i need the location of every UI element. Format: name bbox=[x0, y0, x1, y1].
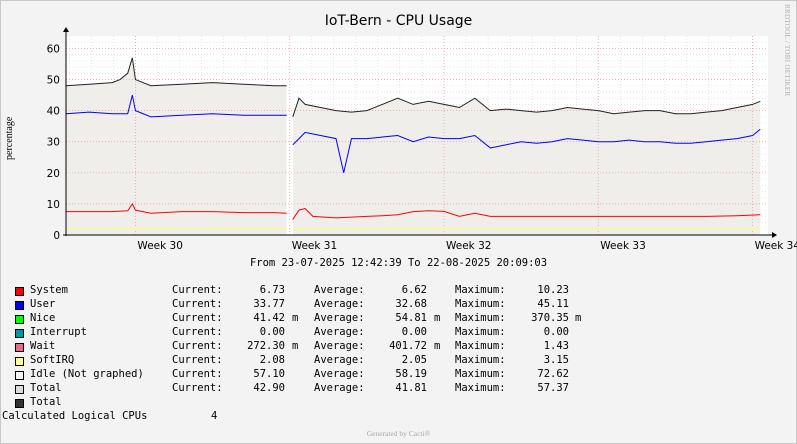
legend-average-label: Average: bbox=[314, 326, 365, 338]
y-tick-label: 0 bbox=[53, 230, 60, 242]
legend-series-name: User bbox=[30, 298, 56, 310]
legend-average-label: Average: bbox=[314, 354, 365, 366]
legend-maximum-label: Maximum: bbox=[455, 284, 506, 296]
x-tick-label: Week 30 bbox=[137, 240, 182, 252]
legend-current-label: Current: bbox=[172, 312, 223, 324]
legend-current-value: 57.10 bbox=[253, 368, 285, 380]
series-line-system bbox=[66, 202, 761, 220]
legend-current-value: 2.08 bbox=[259, 354, 285, 366]
legend-swatch bbox=[15, 287, 24, 296]
legend-maximum-value: 45.11 bbox=[537, 298, 569, 310]
legend-current-label: Current: bbox=[172, 284, 223, 296]
legend-series-name: System bbox=[30, 284, 68, 296]
legend-maximum-unit: m bbox=[575, 312, 582, 324]
legend-maximum-value: 370.35 bbox=[531, 312, 569, 324]
legend-average-value: 2.05 bbox=[401, 354, 427, 366]
legend-swatch bbox=[15, 343, 24, 352]
legend-average-label: Average: bbox=[314, 340, 365, 352]
legend-current-label: Current: bbox=[172, 298, 223, 310]
legend-average-value: 41.81 bbox=[395, 382, 427, 394]
x-tick-label: Week 33 bbox=[600, 240, 645, 252]
legend-maximum-value: 10.23 bbox=[537, 284, 569, 296]
legend-average-value: 58.19 bbox=[395, 368, 427, 380]
chart-title: IoT-Bern - CPU Usage bbox=[324, 13, 473, 29]
legend-average-label: Average: bbox=[314, 298, 365, 310]
y-tick-label: 40 bbox=[47, 106, 60, 118]
series-line-total bbox=[65, 57, 761, 118]
legend-series-name: Idle (Not graphed) bbox=[30, 368, 144, 380]
legend-series-name: Nice bbox=[30, 312, 56, 324]
legend-maximum-label: Maximum: bbox=[455, 340, 506, 352]
y-tick-label: 60 bbox=[47, 43, 60, 55]
legend-average-value: 401.72 bbox=[389, 340, 427, 352]
x-axis-arrow bbox=[772, 232, 777, 238]
legend-average-unit: m bbox=[434, 340, 441, 352]
legend-current-value: 272.30 bbox=[247, 340, 285, 352]
legend-maximum-label: Maximum: bbox=[455, 312, 506, 324]
legend-average-value: 32.68 bbox=[395, 298, 427, 310]
x-tick-label: Week 34 bbox=[755, 240, 797, 252]
logical-cpus-label: Calculated Logical CPUs bbox=[2, 410, 148, 422]
legend-current-value: 33.77 bbox=[253, 298, 285, 310]
legend-average-value: 6.62 bbox=[401, 284, 427, 296]
legend-maximum-value: 57.37 bbox=[537, 382, 569, 394]
legend-maximum-label: Maximum: bbox=[455, 298, 506, 310]
date-range: From 23-07-2025 12:42:39 To 22-08-2025 2… bbox=[249, 257, 548, 269]
legend-current-unit: m bbox=[292, 312, 299, 324]
logical-cpus-value: 4 bbox=[211, 410, 218, 422]
legend-maximum-value: 1.43 bbox=[543, 340, 569, 352]
y-tick-label: 20 bbox=[47, 168, 60, 180]
x-tick-label: Week 32 bbox=[446, 240, 491, 252]
legend-current-label: Current: bbox=[172, 340, 223, 352]
legend-average-value: 54.81 bbox=[395, 312, 427, 324]
legend-current-label: Current: bbox=[172, 368, 223, 380]
legend-current-value: 0.00 bbox=[259, 326, 285, 338]
legend-current-value: 42.90 bbox=[253, 382, 285, 394]
rrdtool-watermark: RRDTOOL / TOBI OETIKER bbox=[783, 4, 791, 97]
y-tick-label: 10 bbox=[47, 199, 60, 211]
legend-series-name: Total bbox=[30, 382, 62, 394]
legend-average-label: Average: bbox=[314, 368, 365, 380]
legend-swatch bbox=[15, 301, 24, 310]
legend-maximum-value: 3.15 bbox=[543, 354, 569, 366]
generated-by: Generated by Cacti® bbox=[366, 429, 431, 438]
legend-average-label: Average: bbox=[314, 312, 365, 324]
legend-swatch bbox=[15, 385, 24, 394]
legend-swatch bbox=[15, 357, 24, 366]
legend-current-value: 41.42 bbox=[253, 312, 285, 324]
legend-series-name: Wait bbox=[30, 340, 56, 352]
legend-current-label: Current: bbox=[172, 382, 223, 394]
series-line-user bbox=[65, 94, 761, 173]
total-area bbox=[66, 57, 761, 235]
legend-swatch bbox=[15, 399, 24, 408]
legend-series-name: Total bbox=[30, 396, 62, 408]
legend-average-label: Average: bbox=[314, 284, 365, 296]
legend-swatch bbox=[15, 329, 24, 338]
legend-average-value: 0.00 bbox=[401, 326, 427, 338]
legend-maximum-value: 0.00 bbox=[543, 326, 569, 338]
legend-series-name: SoftIRQ bbox=[30, 354, 75, 366]
y-axis-arrow bbox=[63, 27, 69, 32]
legend-maximum-label: Maximum: bbox=[455, 382, 506, 394]
legend-current-label: Current: bbox=[172, 326, 223, 338]
y-tick-label: 30 bbox=[47, 137, 60, 149]
legend-maximum-value: 72.62 bbox=[537, 368, 569, 380]
legend-swatch bbox=[15, 371, 24, 380]
legend-maximum-label: Maximum: bbox=[455, 326, 506, 338]
legend-average-label: Average: bbox=[314, 382, 365, 394]
legend-maximum-label: Maximum: bbox=[455, 354, 506, 366]
legend-current-label: Current: bbox=[172, 354, 223, 366]
legend-swatch bbox=[15, 315, 24, 324]
legend-current-unit: m bbox=[292, 340, 299, 352]
legend-current-value: 6.73 bbox=[259, 284, 285, 296]
legend-maximum-label: Maximum: bbox=[455, 368, 506, 380]
legend-series-name: Interrupt bbox=[30, 326, 87, 338]
y-tick-label: 50 bbox=[47, 75, 60, 87]
x-tick-label: Week 31 bbox=[292, 240, 337, 252]
legend-average-unit: m bbox=[434, 312, 441, 324]
